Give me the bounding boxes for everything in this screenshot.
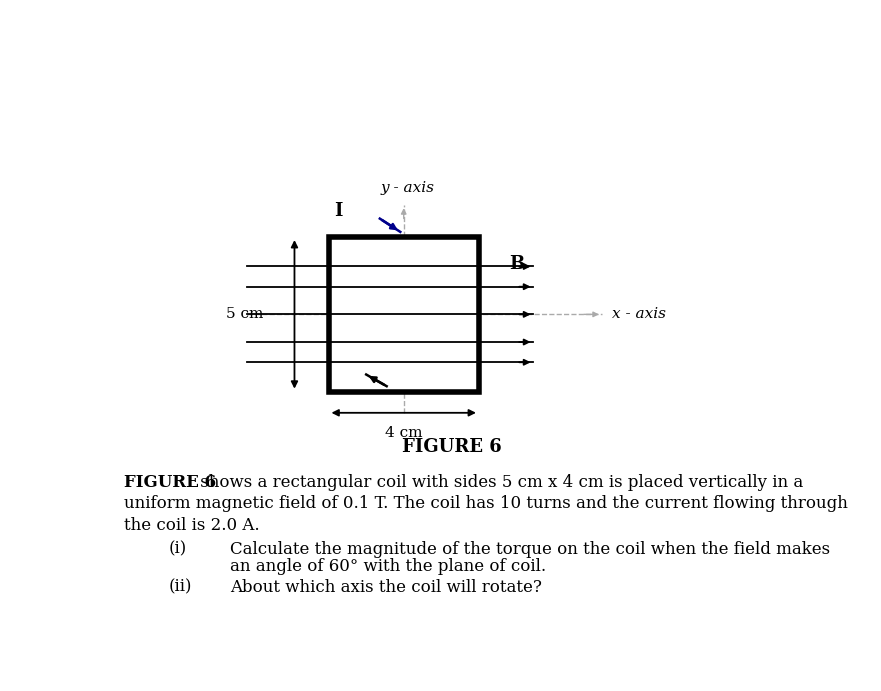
Text: the coil is 2.0 A.: the coil is 2.0 A.	[123, 517, 259, 533]
Text: (i): (i)	[168, 540, 187, 558]
Text: 4 cm: 4 cm	[385, 426, 423, 440]
Bar	[329, 237, 479, 392]
Text: B: B	[508, 255, 524, 273]
Text: y - axis: y - axis	[380, 180, 434, 195]
Text: x - axis: x - axis	[612, 307, 666, 321]
Text: Calculate the magnitude of the torque on the coil when the field makes: Calculate the magnitude of the torque on…	[230, 540, 830, 558]
Text: uniform magnetic field of 0.1 T. The coil has 10 turns and the current flowing t: uniform magnetic field of 0.1 T. The coi…	[123, 495, 848, 512]
Text: an angle of 60° with the plane of coil.: an angle of 60° with the plane of coil.	[230, 558, 545, 574]
Text: FIGURE 6: FIGURE 6	[123, 474, 216, 491]
Text: shows a rectangular coil with sides 5 cm x 4 cm is placed vertically in a: shows a rectangular coil with sides 5 cm…	[196, 474, 803, 491]
Text: 5 cm: 5 cm	[226, 307, 263, 321]
Text: (ii): (ii)	[168, 579, 192, 596]
Text: About which axis the coil will rotate?: About which axis the coil will rotate?	[230, 579, 542, 596]
Text: FIGURE 6: FIGURE 6	[402, 438, 501, 456]
Text: I: I	[335, 202, 343, 220]
